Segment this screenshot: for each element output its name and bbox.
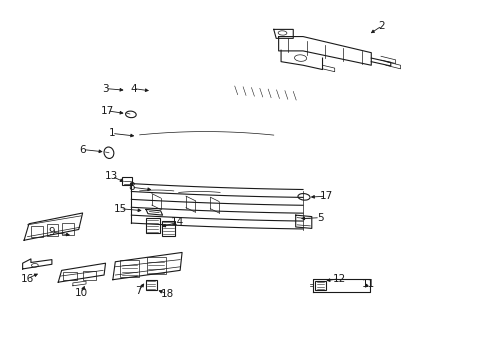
Text: 9: 9 [48, 227, 55, 237]
Text: 2: 2 [378, 21, 385, 31]
Text: 10: 10 [75, 288, 87, 298]
Text: 4: 4 [130, 84, 136, 94]
Bar [146, 280, 157, 291]
Text: 3: 3 [102, 84, 109, 94]
Bar [146, 218, 159, 233]
Text: 17: 17 [319, 191, 332, 201]
Bar [63, 272, 77, 280]
Text: 11: 11 [362, 279, 375, 289]
Text: 13: 13 [105, 171, 118, 181]
Text: 17: 17 [100, 106, 113, 116]
Text: 12: 12 [332, 274, 346, 284]
Bar [120, 260, 139, 277]
Bar [82, 271, 96, 280]
Bar [315, 281, 325, 290]
Bar [161, 221, 175, 236]
Text: 18: 18 [161, 289, 174, 299]
Bar [147, 257, 165, 274]
Text: 14: 14 [171, 217, 184, 227]
Bar [62, 223, 74, 234]
Text: 8: 8 [128, 182, 134, 192]
Text: 5: 5 [316, 213, 323, 222]
Text: 16: 16 [21, 274, 34, 284]
Bar [31, 226, 42, 237]
Text: 7: 7 [135, 286, 141, 296]
Text: 1: 1 [108, 129, 115, 138]
Text: 6: 6 [79, 144, 86, 154]
Text: 15: 15 [113, 204, 126, 214]
Bar [46, 225, 58, 236]
